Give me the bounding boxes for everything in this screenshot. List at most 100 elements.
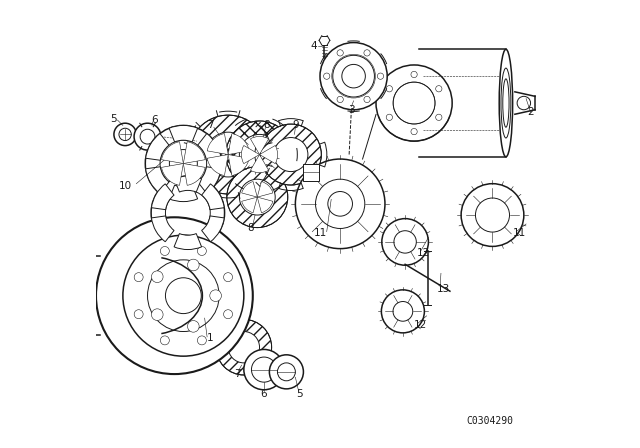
- Circle shape: [393, 302, 413, 321]
- Text: 7: 7: [207, 121, 214, 130]
- Circle shape: [188, 320, 199, 332]
- Circle shape: [161, 246, 170, 255]
- Text: 4: 4: [310, 41, 317, 51]
- Circle shape: [328, 192, 353, 216]
- Circle shape: [461, 184, 524, 246]
- Circle shape: [210, 290, 221, 302]
- Wedge shape: [228, 155, 249, 176]
- Circle shape: [161, 336, 170, 345]
- Circle shape: [216, 319, 271, 375]
- Wedge shape: [228, 134, 249, 155]
- Wedge shape: [161, 142, 184, 164]
- Text: 2: 2: [527, 107, 534, 117]
- Wedge shape: [169, 125, 198, 142]
- Circle shape: [252, 357, 276, 382]
- Circle shape: [381, 290, 424, 333]
- Wedge shape: [146, 134, 169, 160]
- Circle shape: [228, 332, 260, 363]
- Circle shape: [119, 128, 131, 141]
- Circle shape: [223, 273, 232, 282]
- Text: C0304290: C0304290: [467, 416, 514, 426]
- Wedge shape: [202, 184, 224, 210]
- Wedge shape: [174, 176, 202, 192]
- Circle shape: [296, 159, 385, 249]
- Circle shape: [436, 114, 442, 121]
- Circle shape: [160, 140, 207, 187]
- Wedge shape: [198, 134, 221, 160]
- Circle shape: [324, 73, 330, 79]
- Circle shape: [342, 65, 365, 88]
- Text: 6: 6: [260, 389, 268, 399]
- Wedge shape: [242, 197, 257, 213]
- Text: 8: 8: [247, 224, 254, 233]
- Wedge shape: [184, 142, 205, 164]
- Circle shape: [411, 71, 417, 78]
- Circle shape: [188, 259, 199, 271]
- Circle shape: [476, 198, 509, 232]
- Circle shape: [382, 219, 428, 265]
- Text: 9: 9: [292, 121, 299, 130]
- Ellipse shape: [503, 79, 509, 127]
- Circle shape: [227, 167, 288, 228]
- Wedge shape: [161, 164, 184, 185]
- Circle shape: [316, 179, 365, 228]
- Circle shape: [145, 125, 221, 202]
- Circle shape: [152, 309, 163, 320]
- Circle shape: [337, 96, 343, 103]
- Circle shape: [165, 190, 210, 235]
- Wedge shape: [250, 155, 269, 172]
- Circle shape: [239, 179, 275, 215]
- Wedge shape: [202, 216, 224, 242]
- Circle shape: [197, 336, 206, 345]
- Circle shape: [134, 123, 161, 150]
- Wedge shape: [152, 184, 174, 210]
- Circle shape: [165, 278, 202, 314]
- Circle shape: [364, 50, 370, 56]
- Circle shape: [134, 310, 143, 319]
- Circle shape: [333, 56, 374, 97]
- Circle shape: [386, 86, 392, 92]
- Wedge shape: [250, 136, 269, 155]
- Circle shape: [517, 96, 531, 110]
- Wedge shape: [184, 164, 205, 185]
- Text: 5: 5: [111, 114, 117, 124]
- Text: 8: 8: [263, 121, 269, 130]
- Wedge shape: [198, 167, 221, 194]
- Circle shape: [170, 150, 197, 177]
- Text: 11: 11: [314, 228, 326, 238]
- Circle shape: [337, 50, 343, 56]
- Circle shape: [197, 246, 206, 255]
- Circle shape: [394, 231, 417, 253]
- Circle shape: [320, 43, 387, 110]
- Circle shape: [411, 129, 417, 135]
- Circle shape: [189, 115, 268, 194]
- Circle shape: [148, 260, 220, 332]
- Circle shape: [260, 124, 321, 185]
- Text: 12: 12: [414, 320, 428, 330]
- Wedge shape: [146, 167, 169, 194]
- Wedge shape: [207, 134, 228, 155]
- Text: 5: 5: [296, 389, 303, 399]
- Circle shape: [386, 114, 392, 121]
- Wedge shape: [260, 146, 278, 164]
- Circle shape: [393, 82, 435, 124]
- Text: 3: 3: [348, 105, 355, 115]
- Circle shape: [376, 65, 452, 141]
- FancyBboxPatch shape: [303, 164, 319, 181]
- Circle shape: [378, 73, 383, 79]
- Circle shape: [226, 121, 293, 188]
- Circle shape: [96, 217, 253, 374]
- Wedge shape: [207, 155, 228, 176]
- Circle shape: [123, 235, 244, 356]
- Wedge shape: [257, 197, 273, 213]
- Text: 12: 12: [417, 248, 429, 258]
- Wedge shape: [169, 185, 198, 202]
- Wedge shape: [174, 233, 202, 250]
- Circle shape: [152, 271, 163, 283]
- Circle shape: [274, 138, 308, 172]
- Circle shape: [269, 355, 303, 389]
- Text: 13: 13: [436, 284, 450, 294]
- Wedge shape: [257, 181, 273, 197]
- Circle shape: [151, 176, 225, 250]
- Circle shape: [436, 86, 442, 92]
